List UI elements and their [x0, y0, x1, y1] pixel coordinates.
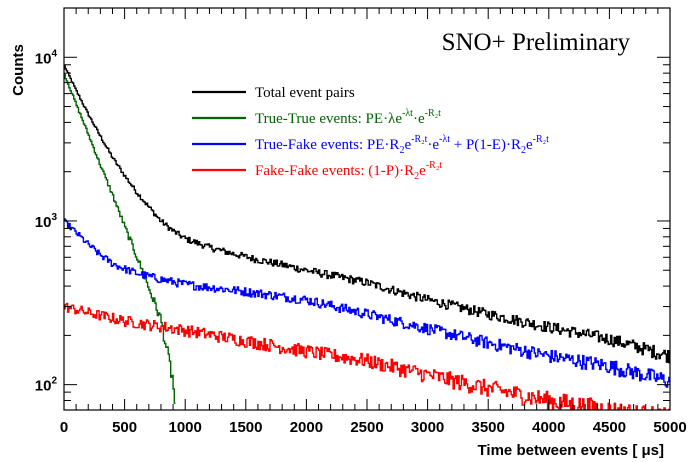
x-tick-label: 4000 [532, 419, 565, 436]
series-line-0 [64, 65, 670, 364]
legend: Total event pairs True-True events: PE·λe… [192, 85, 549, 182]
x-tick-label: 3000 [411, 419, 444, 436]
axes-layer: 0 500 1000 1500 2000 2500 3000 3500 4000 4500 5000… [35, 7, 687, 436]
x-tick-label: 2000 [290, 419, 323, 436]
series-line-1 [64, 73, 176, 404]
series-line-3 [64, 302, 670, 410]
chart-title: SNO+ Preliminary [442, 29, 631, 56]
series-layer [64, 65, 670, 410]
y-axis-label: Counts [10, 44, 27, 96]
x-tick-label: 4500 [593, 419, 626, 436]
series-line-2 [64, 218, 670, 388]
y-tick-label: 104 [35, 48, 58, 67]
y-tick-label: 102 [35, 376, 58, 395]
y-tick-label: 103 [35, 212, 58, 231]
x-tick-label: 500 [112, 419, 137, 436]
legend-entry: True-Fake events: PE·R2e-R₂t·e-λt + P(1-… [255, 134, 549, 156]
legend-entry: Fake-Fake events: (1-P)·R2e-R₂t [255, 160, 442, 182]
x-tick-label: 3500 [472, 419, 505, 436]
legend-entry: True-True events: PE·λe-λt·e-R₂t [255, 108, 441, 127]
x-axis-label: Time between events [ μs] [478, 442, 664, 459]
x-tick-label: 5000 [653, 419, 686, 436]
x-tick-label: 0 [60, 419, 68, 436]
x-tick-label: 1500 [229, 419, 262, 436]
x-tick-label: 1000 [169, 419, 202, 436]
legend-entry: Total event pairs [255, 85, 355, 101]
plot-frame [63, 7, 671, 411]
x-tick-label: 2500 [350, 419, 383, 436]
